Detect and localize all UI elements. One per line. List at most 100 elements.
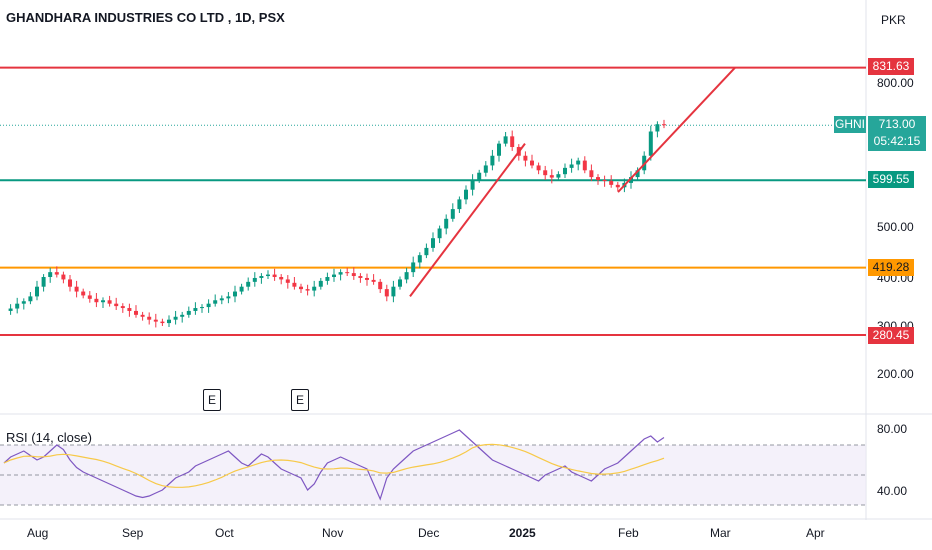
time-label: Aug	[27, 526, 49, 540]
candle-body	[437, 228, 442, 239]
candle-body	[417, 255, 422, 263]
candle-body	[200, 307, 204, 309]
price-tick: 200.00	[877, 367, 914, 381]
candle-body	[206, 303, 211, 308]
candle-body	[477, 172, 482, 180]
time-label: Oct	[215, 526, 234, 540]
time-label: Mar	[710, 526, 731, 540]
candle-body	[384, 289, 389, 297]
rsi-tick: 40.00	[877, 484, 908, 498]
candle-body	[74, 286, 79, 292]
candle-body	[318, 280, 323, 287]
candle-body	[391, 286, 396, 297]
candle-body	[292, 282, 297, 287]
time-label: Feb	[618, 526, 639, 540]
candle-body	[371, 279, 376, 282]
candle-body	[68, 279, 72, 287]
candle-body	[186, 310, 191, 315]
candle-body	[140, 314, 145, 317]
candle-body	[81, 291, 86, 296]
candle-body	[549, 175, 554, 178]
candle-body	[219, 298, 224, 301]
candle-body	[582, 160, 587, 171]
level-tag-mid[interactable]: 419.28	[868, 259, 914, 276]
candle-body	[167, 319, 171, 324]
candle-body	[338, 272, 343, 275]
candle-body	[464, 189, 468, 200]
candle-body	[272, 274, 277, 277]
trend-line	[409, 143, 526, 298]
candle-body	[530, 160, 534, 166]
candle-body	[279, 277, 284, 280]
candle-body	[563, 167, 567, 175]
candle-body	[94, 298, 99, 303]
candle-body	[365, 277, 369, 280]
candle-body	[193, 308, 198, 311]
candle-body	[35, 286, 39, 297]
candle-body	[569, 164, 574, 168]
rsi-tick: 80.00	[877, 422, 908, 436]
candle-body	[351, 273, 356, 277]
candle-body	[404, 272, 409, 280]
rsi-line	[3, 429, 665, 501]
earnings-marker[interactable]: E	[203, 389, 221, 411]
time-label: Apr	[806, 526, 825, 540]
candle-body	[305, 289, 310, 291]
candle-body	[312, 286, 317, 291]
candle-body	[114, 303, 119, 307]
candle-body	[609, 180, 614, 185]
candle-body	[285, 279, 290, 283]
candle-body	[127, 308, 132, 311]
price-tick: 500.00	[877, 220, 914, 234]
currency-label[interactable]: PKR	[881, 13, 906, 27]
candle-body	[345, 272, 350, 274]
candle-body	[61, 274, 66, 280]
earnings-marker[interactable]: E	[291, 389, 309, 411]
price-tick: 800.00	[877, 76, 914, 90]
candle-body	[259, 276, 264, 278]
candle-body	[213, 300, 218, 304]
rsi-label[interactable]: RSI (14, close)	[6, 430, 92, 445]
candle-body	[28, 296, 33, 302]
candle-body	[444, 218, 449, 229]
bar-countdown: 05:42:15	[873, 134, 921, 148]
candle-body	[173, 316, 178, 320]
candle-body	[8, 308, 13, 311]
time-label: Nov	[322, 526, 344, 540]
candle-body	[180, 314, 185, 317]
candle-body	[431, 238, 435, 248]
candle-body	[378, 281, 383, 290]
candle-body	[490, 155, 495, 166]
candle-body	[87, 295, 92, 299]
level-tag-support[interactable]: 599.55	[868, 171, 914, 188]
candle-body	[450, 209, 455, 219]
candle-body	[48, 272, 53, 277]
candle-body	[457, 199, 462, 210]
candle-body	[635, 170, 640, 178]
candle-body	[648, 131, 653, 156]
candle-body	[233, 291, 237, 297]
candle-body	[41, 277, 46, 287]
time-label: 2025	[509, 526, 536, 540]
candle-body	[470, 180, 475, 190]
symbol-title[interactable]: GHANDHARA INDUSTRIES CO LTD , 1D, PSX	[6, 10, 285, 25]
time-label: Sep	[122, 526, 144, 540]
candle-body	[602, 180, 607, 181]
candle-body	[325, 277, 330, 281]
candle-body	[107, 300, 112, 304]
candle-body	[510, 136, 515, 148]
candle-body	[398, 279, 402, 287]
candle-body	[239, 286, 244, 292]
candle-body	[15, 303, 20, 309]
ticker-badge: GHNI	[834, 116, 866, 133]
level-tag-bottom[interactable]: 280.45	[868, 327, 914, 344]
candle-body	[615, 184, 620, 188]
candle-body	[596, 177, 600, 180]
level-tag-top[interactable]: 831.63	[868, 58, 914, 75]
candle-body	[483, 165, 488, 173]
candle-body	[629, 177, 633, 183]
candle-body	[556, 174, 561, 178]
candle-body	[576, 160, 581, 165]
